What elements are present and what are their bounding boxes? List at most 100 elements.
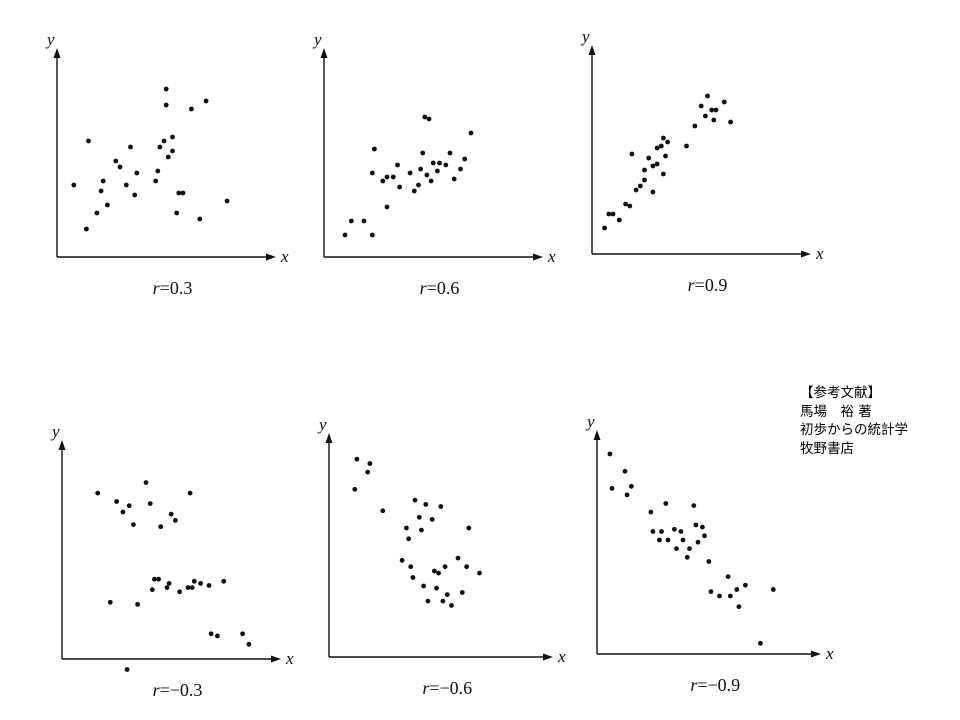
data-point (208, 631, 214, 637)
data-point (691, 503, 697, 508)
data-point (224, 198, 230, 204)
data-point (173, 518, 178, 523)
data-point (624, 492, 630, 498)
data-point (416, 182, 421, 188)
data-point (123, 182, 129, 188)
data-point (642, 177, 647, 183)
data-point (684, 143, 689, 149)
data-point (165, 154, 171, 160)
data-point (444, 592, 450, 597)
y-axis-label: y (580, 27, 590, 46)
data-point (658, 143, 664, 149)
data-point (114, 499, 119, 504)
data-point (203, 98, 209, 104)
y-axis-label: y (50, 422, 60, 441)
y-axis-arrowhead (588, 45, 596, 55)
data-point (399, 557, 405, 563)
data-point (622, 468, 628, 474)
correlation-label: r=−0.9 (690, 675, 740, 695)
data-point (143, 480, 149, 485)
data-point (168, 511, 174, 517)
reference-author: 馬場 裕 著 (800, 403, 872, 420)
x-axis-arrowhead (266, 253, 276, 261)
data-point (646, 155, 652, 161)
reference-heading: 【参考文献】 (800, 385, 881, 401)
data-point (693, 522, 699, 528)
data-point (191, 578, 197, 584)
data-point (629, 151, 635, 157)
data-point (665, 139, 670, 145)
scatter-panel-r-neg-0-6: x y r=−0.6 (317, 415, 566, 698)
data-point (462, 156, 468, 162)
y-axis-label: y (312, 30, 322, 49)
data-point (113, 158, 119, 164)
data-point (406, 536, 411, 542)
data-point (124, 667, 130, 672)
x-axis-label: x (547, 247, 556, 266)
data-point (695, 539, 701, 545)
y-axis-arrowhead (325, 433, 333, 443)
correlation-label: r=−0.6 (422, 678, 472, 698)
data-point (466, 525, 472, 531)
data-point (436, 570, 441, 576)
data-point (663, 501, 669, 506)
data-point (434, 585, 439, 591)
y-axis-label: y (585, 412, 595, 431)
data-point (380, 508, 386, 514)
data-point (736, 604, 742, 610)
data-point (602, 225, 607, 231)
data-point (361, 218, 367, 224)
data-point (703, 113, 708, 119)
data-point (633, 187, 639, 193)
data-point (607, 451, 613, 457)
data-point (412, 497, 418, 503)
data-point (425, 598, 431, 604)
data-point (459, 590, 465, 595)
data-point (705, 93, 710, 99)
data-point (449, 603, 454, 608)
data-point (422, 114, 428, 120)
data-point (105, 202, 110, 208)
data-point (147, 501, 153, 506)
data-point (609, 486, 615, 491)
data-point (132, 192, 138, 198)
data-point (623, 201, 628, 207)
data-point (404, 525, 409, 531)
data-point (128, 144, 133, 150)
data-point (642, 167, 647, 173)
data-point (728, 119, 733, 125)
y-axis-label: y (317, 415, 327, 434)
data-point (648, 509, 654, 515)
data-point (408, 564, 414, 570)
scatter-panel-r-0-6: x y r=0.6 (312, 30, 556, 298)
data-point (657, 537, 662, 543)
data-point (661, 135, 666, 141)
data-point (348, 218, 354, 224)
data-point (384, 174, 390, 180)
data-point (420, 150, 426, 156)
data-point (430, 160, 436, 166)
data-point (397, 184, 402, 190)
data-point (678, 529, 684, 534)
data-point (157, 144, 163, 150)
data-point (170, 134, 175, 140)
x-axis-label: x (280, 247, 289, 266)
data-point (166, 581, 172, 586)
data-point (98, 188, 104, 194)
correlation-label: r=−0.3 (153, 680, 203, 700)
data-point (163, 102, 169, 108)
data-point (637, 183, 643, 189)
data-point (187, 490, 193, 496)
data-point (684, 554, 690, 560)
data-point (86, 138, 91, 144)
data-point (650, 163, 656, 169)
data-point (700, 524, 705, 530)
data-point (197, 216, 203, 222)
x-axis-label: x (285, 649, 294, 668)
x-axis-arrowhead (811, 650, 821, 658)
data-point (380, 178, 386, 184)
data-point (410, 575, 416, 580)
data-point (711, 117, 717, 123)
correlation-label: r=0.6 (420, 278, 460, 298)
data-point (131, 522, 136, 527)
